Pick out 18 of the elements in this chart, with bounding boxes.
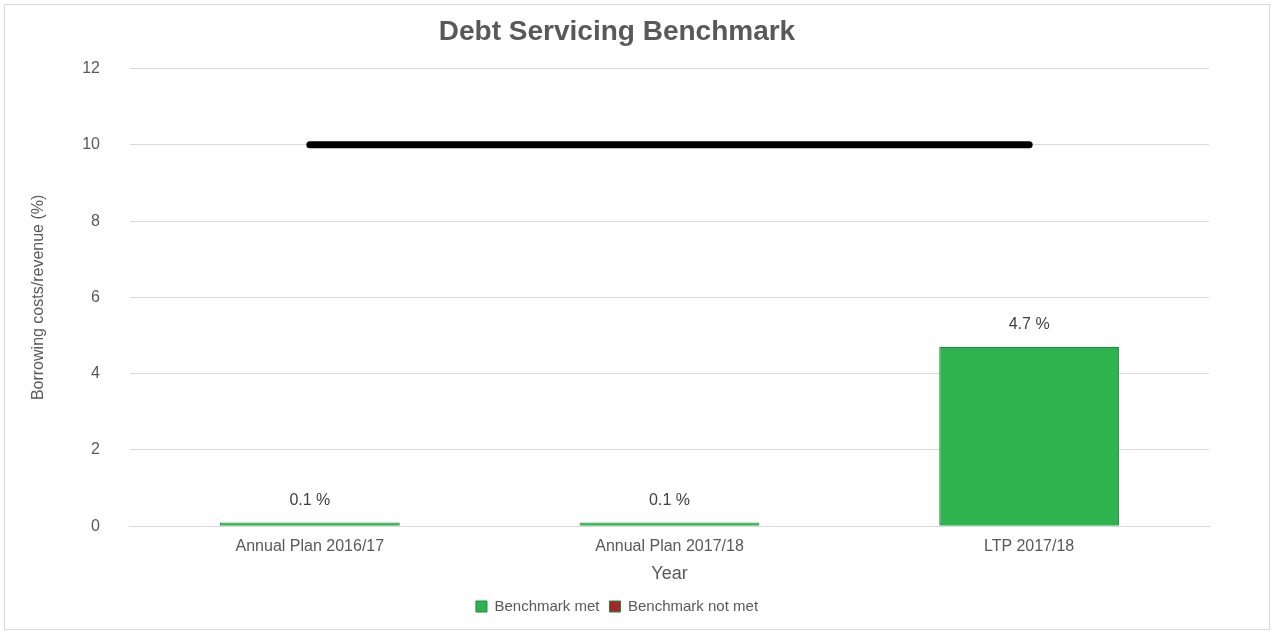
y-axis-title: Borrowing costs/revenue (%) [29,194,47,401]
x-axis-title: Year [651,563,688,584]
data-label: 0.1 % [649,490,690,508]
y-tick-label: 2 [91,440,101,458]
x-tick-label: LTP 2017/18 [984,537,1075,555]
legend-label: Benchmark not met [627,596,759,614]
y-tick-label: 10 [82,135,101,153]
y-tick-label: 8 [91,211,101,229]
y-tick-label: 6 [91,287,101,305]
x-tick-label: Annual Plan 2017/18 [595,537,744,555]
x-tick-label: Annual Plan 2016/17 [235,537,385,555]
data-label: 0.1 % [289,490,331,508]
data-label: 4.7 % [1008,315,1050,333]
y-tick-label: 12 [82,59,101,77]
chart-title: Debt Servicing Benchmark [438,14,796,46]
y-tick-label: 0 [91,516,101,534]
y-tick-label: 4 [91,364,101,382]
legend-label: Benchmark met [494,596,601,614]
